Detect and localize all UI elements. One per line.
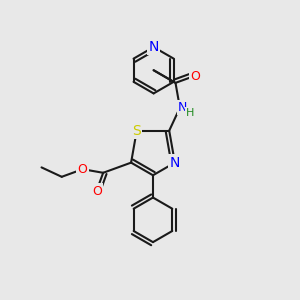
Text: O: O (190, 70, 200, 83)
Text: S: S (132, 124, 141, 138)
Text: H: H (186, 108, 194, 118)
Text: O: O (78, 163, 88, 176)
Text: O: O (92, 184, 102, 197)
Text: N: N (178, 101, 188, 114)
Text: N: N (170, 156, 180, 170)
Text: N: N (148, 40, 159, 54)
